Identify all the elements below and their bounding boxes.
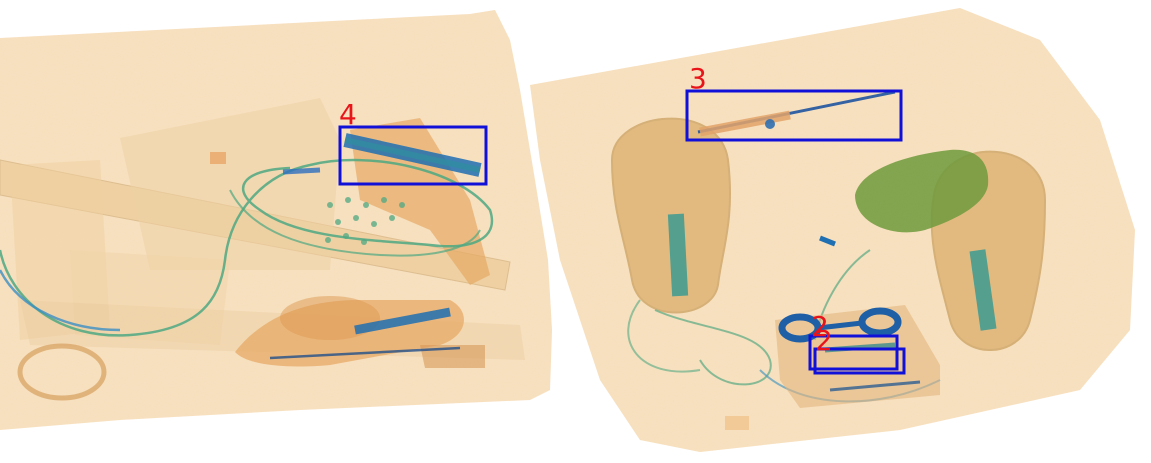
detection-box xyxy=(808,334,899,371)
detection-overlay: 4 3 2 2 xyxy=(338,62,906,375)
detection-box xyxy=(685,89,903,142)
detection-label: 4 xyxy=(339,98,357,131)
detection-box xyxy=(338,125,488,186)
detection-2a[interactable]: 2 xyxy=(808,310,899,371)
left-suitcase xyxy=(0,10,552,430)
detection-label: 2 xyxy=(815,324,833,357)
detection-3[interactable]: 3 xyxy=(685,62,903,142)
right-suitcase xyxy=(530,8,1135,452)
detection-2b[interactable]: 2 xyxy=(813,324,906,375)
detection-box xyxy=(813,347,906,375)
detection-label: 3 xyxy=(689,62,707,95)
detection-4[interactable]: 4 xyxy=(338,98,488,186)
detection-label: 2 xyxy=(811,310,829,343)
